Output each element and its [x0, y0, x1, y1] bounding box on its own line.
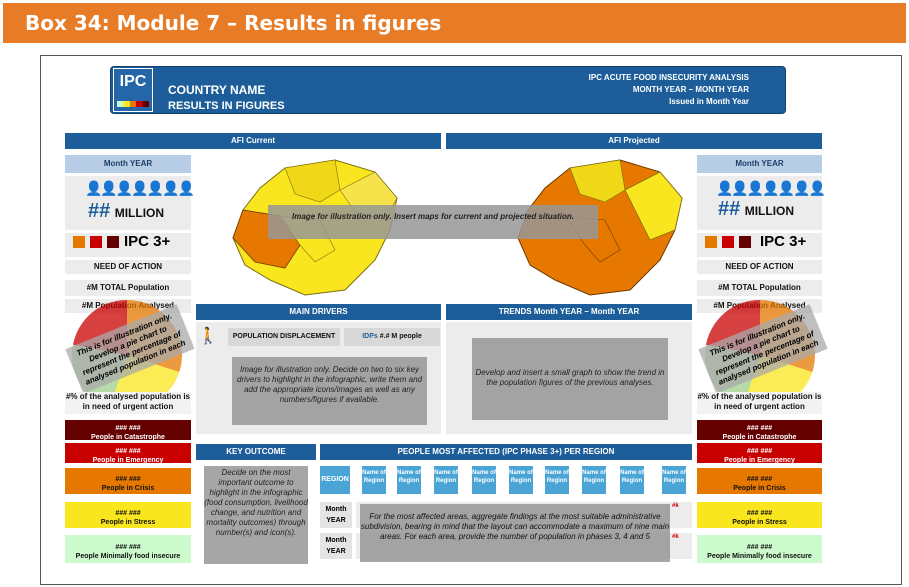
- key-outcome-note: Decide on the most important outcome to …: [204, 466, 308, 564]
- infographic-frame: [40, 55, 902, 585]
- left-phase1: ### ### People Minimally food insecure: [65, 535, 191, 563]
- most-affected-bar: PEOPLE MOST AFFECTED (IPC PHASE 3+) PER …: [320, 444, 692, 460]
- population-displacement: POPULATION DISPLACEMENT: [228, 328, 340, 346]
- left-phase3: ### ### People in Crisis: [65, 468, 191, 494]
- issued-date: Issued in Month Year: [669, 97, 749, 106]
- phase5-swatch-right: [739, 236, 751, 248]
- country-name: COUNTRY NAME: [168, 83, 266, 97]
- region-name-6: Name of Region: [545, 466, 569, 494]
- right-million: ## MILLION: [718, 198, 795, 220]
- region-name-2: Name of Region: [397, 466, 421, 494]
- analysis-title: IPC ACUTE FOOD INSECURITY ANALYSIS: [588, 73, 749, 82]
- right-month-year: Month YEAR: [697, 155, 822, 173]
- region-name-1: Name of Region: [362, 466, 386, 494]
- people-icons-left: 👤👤👤👤👤👤👤: [85, 180, 195, 196]
- most-affected-note: For the most affected areas, aggregate f…: [360, 504, 670, 562]
- left-phase4: ### ### People in Emergency: [65, 443, 191, 464]
- left-million: ## MILLION: [88, 200, 165, 222]
- phase3-swatch-right: [705, 236, 717, 248]
- drivers-note: Image for illustration only. Decide on t…: [232, 357, 427, 425]
- row-month-year-1: Month YEAR: [320, 502, 352, 528]
- ipc-logo: IPC: [113, 68, 153, 112]
- phase4-swatch-right: [722, 236, 734, 248]
- region-name-7: Name of Region: [582, 466, 606, 494]
- row-month-year-2: Month YEAR: [320, 533, 352, 559]
- main-drivers-bar: MAIN DRIVERS: [196, 304, 441, 320]
- right-ipc3: IPC 3+: [760, 233, 807, 250]
- phase5-swatch: [107, 236, 119, 248]
- region-name-9: Name of Region: [662, 466, 686, 494]
- left-total-pop: #M TOTAL Population: [65, 280, 191, 296]
- right-people-box: [697, 176, 822, 230]
- box-title-banner: Box 34: Module 7 – Results in figures: [3, 3, 906, 43]
- displacement-icon: 🚶: [198, 328, 218, 345]
- infographic-header: [110, 66, 786, 114]
- right-phase5: ### ### People in Catastrophe: [697, 420, 822, 441]
- map-illustration-note: Image for illustration only. Insert maps…: [268, 205, 598, 239]
- left-need-of-action: NEED OF ACTION: [65, 260, 191, 274]
- right-phase1: ### ### People Minimally food insecure: [697, 535, 822, 563]
- left-ipc3: IPC 3+: [124, 233, 171, 250]
- right-ipc3-box: [697, 233, 822, 257]
- region-cell-value: #k: [672, 503, 679, 509]
- right-need-of-action: NEED OF ACTION: [697, 260, 822, 274]
- left-phase5: ### ### People in Catastrophe: [65, 420, 191, 441]
- idps-figure: IDPs #.# M people: [344, 328, 440, 346]
- region-label: REGION: [320, 466, 350, 494]
- region-name-4: Name of Region: [472, 466, 496, 494]
- left-people-box: [65, 176, 191, 230]
- trends-bar: TRENDS Month YEAR – Month YEAR: [446, 304, 692, 320]
- region-name-5: Name of Region: [509, 466, 533, 494]
- header-right: IPC ACUTE FOOD INSECURITY ANALYSIS MONTH…: [589, 72, 749, 108]
- phase3-swatch: [73, 236, 85, 248]
- results-subtitle: RESULTS IN FIGURES: [168, 100, 285, 112]
- right-urgent: #% of the analysed population is in need…: [697, 392, 822, 414]
- left-ipc3-box: [65, 233, 191, 257]
- region-cell-value-2: #k: [672, 534, 679, 540]
- phase4-swatch: [90, 236, 102, 248]
- left-month-year: Month YEAR: [65, 155, 191, 173]
- right-total-pop: #M TOTAL Population: [697, 280, 822, 296]
- region-name-3: Name of Region: [434, 466, 458, 494]
- region-name-8: Name of Region: [620, 466, 644, 494]
- right-phase2: ### ### People in Stress: [697, 502, 822, 528]
- trends-note: Develop and insert a small graph to show…: [472, 338, 668, 420]
- key-outcome-bar: KEY OUTCOME: [196, 444, 316, 460]
- right-phase3: ### ### People in Crisis: [697, 468, 822, 494]
- projected-map: [517, 159, 683, 296]
- left-urgent: #% of the analysed population is in need…: [65, 392, 191, 414]
- afi-current-bar: AFI Current: [65, 133, 441, 149]
- left-phase2: ### ### People in Stress: [65, 502, 191, 528]
- analysis-period: MONTH YEAR – MONTH YEAR: [632, 85, 749, 94]
- right-phase4: ### ### People in Emergency: [697, 443, 822, 464]
- people-icons-right: 👤👤👤👤👤👤👤: [716, 180, 826, 196]
- afi-projected-bar: AFI Projected: [446, 133, 822, 149]
- header-left: COUNTRY NAME RESULTS IN FIGURES: [168, 82, 285, 114]
